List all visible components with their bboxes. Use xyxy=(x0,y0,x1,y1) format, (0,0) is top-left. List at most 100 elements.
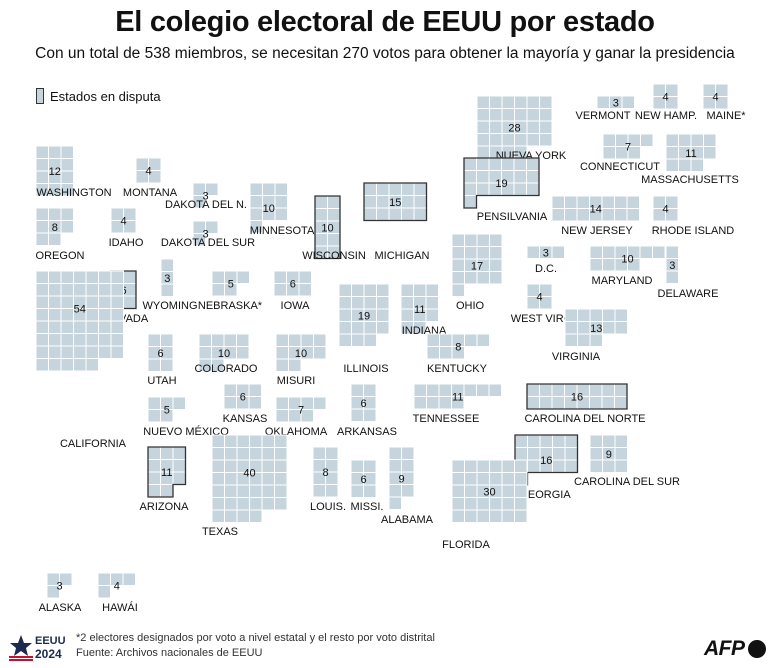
state-alabama: 9 ALABAMA xyxy=(381,446,434,526)
tile xyxy=(98,333,112,347)
tile xyxy=(614,208,628,222)
flag-star-icon xyxy=(9,635,33,661)
tile xyxy=(46,585,60,599)
tile xyxy=(401,459,415,473)
state-label: MASSACHUSETTS xyxy=(641,174,739,186)
tile xyxy=(614,459,628,473)
tile xyxy=(539,108,553,122)
tile xyxy=(60,145,74,159)
tile xyxy=(98,283,112,297)
tile xyxy=(464,333,478,347)
state-nuevo-mexico: 5 NUEVO MÉXICO xyxy=(143,396,229,438)
tile xyxy=(476,170,490,184)
vote-count: 19 xyxy=(495,178,507,190)
tile xyxy=(439,346,453,360)
state-nebraska: 5 NEBRASKA* xyxy=(198,270,263,312)
tile xyxy=(602,133,616,147)
tile xyxy=(376,321,390,335)
tile xyxy=(211,333,225,347)
tile xyxy=(338,333,352,347)
tile xyxy=(248,396,262,410)
tile xyxy=(513,170,527,184)
tile xyxy=(425,308,439,322)
tile xyxy=(73,358,87,372)
tile xyxy=(614,447,628,461)
tile xyxy=(123,270,137,284)
tile xyxy=(589,258,603,272)
vote-count: 12 xyxy=(49,166,61,178)
tile xyxy=(489,233,503,247)
state-label: WASHINGTON xyxy=(36,187,111,199)
tile xyxy=(275,333,289,347)
state-label: MISURI xyxy=(277,375,316,387)
vote-count: 10 xyxy=(218,348,230,360)
tile xyxy=(60,295,74,309)
tile xyxy=(313,333,327,347)
tile xyxy=(551,195,565,209)
state-label: GEORGIA xyxy=(519,489,571,501)
state-label: DAKOTA DEL N. xyxy=(165,199,247,211)
state-alaska: 3 ALASKA xyxy=(39,572,82,614)
tile xyxy=(160,446,174,460)
tile xyxy=(60,308,74,322)
tile xyxy=(211,270,225,284)
tile xyxy=(488,383,502,397)
tile xyxy=(274,182,288,196)
tile xyxy=(451,258,465,272)
tile xyxy=(501,472,515,486)
tile xyxy=(274,434,288,448)
tile xyxy=(35,345,49,359)
tile xyxy=(464,509,478,523)
tile xyxy=(122,572,136,586)
tile xyxy=(514,447,528,461)
tile xyxy=(236,333,250,347)
vote-count: 10 xyxy=(621,254,633,266)
state-delaware: 3 DELAWARE xyxy=(658,245,718,300)
tile xyxy=(275,346,289,360)
tile xyxy=(172,396,186,410)
vote-count: 7 xyxy=(625,142,631,154)
tile xyxy=(489,271,503,285)
state-label: D.C. xyxy=(535,263,557,275)
tile xyxy=(514,133,528,147)
swing-outline xyxy=(463,157,540,209)
state-arizona: 11 ARIZONA xyxy=(140,446,189,513)
state-michigan: 15 MICHIGAN xyxy=(363,182,430,262)
tile xyxy=(160,333,174,347)
tile xyxy=(147,471,161,485)
swing-outline xyxy=(147,446,187,498)
state-texas: 40 TEXAS xyxy=(202,434,288,538)
vote-count: 13 xyxy=(590,323,602,335)
tile xyxy=(665,133,679,147)
vote-count: 11 xyxy=(414,304,425,316)
tile xyxy=(327,195,341,209)
tile xyxy=(463,383,477,397)
tile xyxy=(35,358,49,372)
tile xyxy=(589,383,603,397)
tile xyxy=(451,472,465,486)
vote-count: 6 xyxy=(360,474,366,486)
tile xyxy=(85,295,99,309)
tile xyxy=(489,497,503,511)
tile xyxy=(123,220,137,234)
vote-count: 6 xyxy=(360,398,366,410)
tile xyxy=(192,233,206,247)
vote-count: 3 xyxy=(613,97,619,109)
tile xyxy=(147,396,161,410)
tile xyxy=(464,459,478,473)
tile xyxy=(110,320,124,334)
tile xyxy=(589,447,603,461)
tile xyxy=(338,283,352,297)
tile xyxy=(98,320,112,334)
tile xyxy=(627,258,641,272)
tile xyxy=(236,509,250,523)
tile xyxy=(300,333,314,347)
tile xyxy=(576,195,590,209)
tile xyxy=(211,472,225,486)
vote-count: 7 xyxy=(298,405,304,417)
tile xyxy=(48,295,62,309)
tile xyxy=(160,358,174,372)
tile xyxy=(413,321,427,335)
tile xyxy=(501,133,515,147)
